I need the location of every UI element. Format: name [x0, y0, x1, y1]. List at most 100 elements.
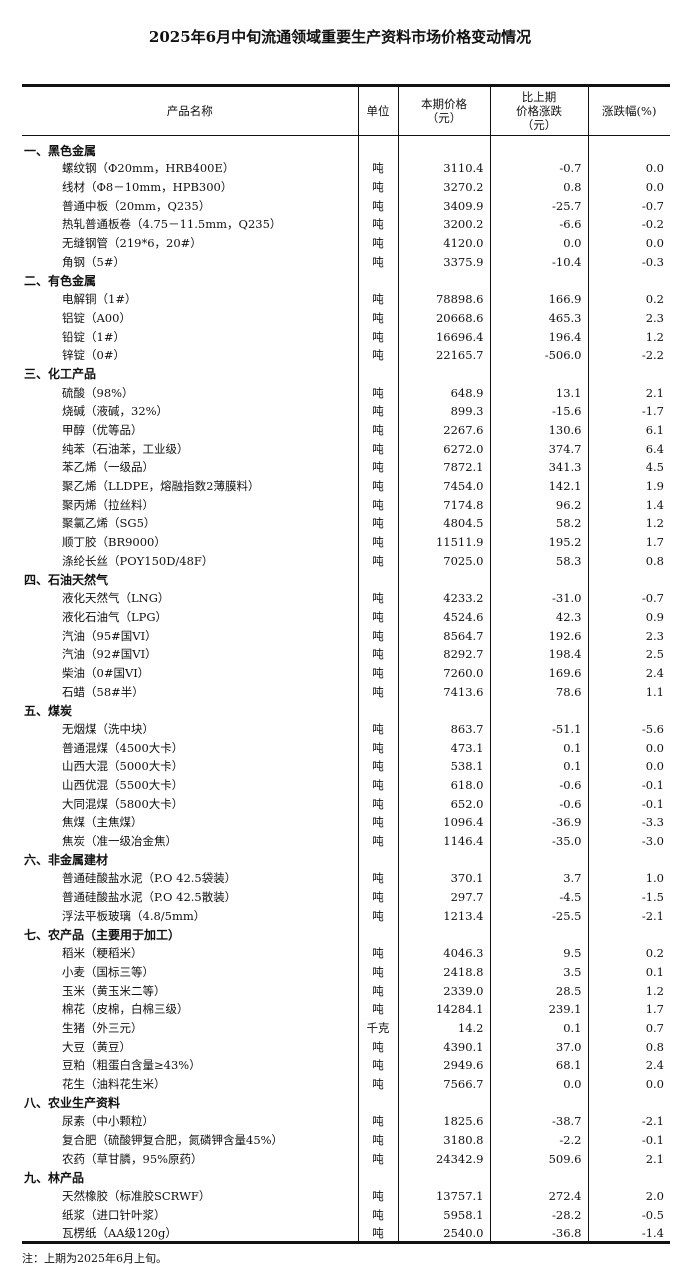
table-row: 普通硅酸盐水泥（P.O 42.5散装） 吨 297.7 -4.5 -1.5	[22, 887, 670, 907]
change-cell: 198.4	[489, 644, 588, 664]
unit-cell: 吨	[357, 289, 398, 309]
empty-cell	[357, 850, 398, 870]
product-name: 普通硅酸盐水泥（P.O 42.5散装）	[62, 890, 237, 905]
price-cell: 863.7	[397, 719, 490, 739]
product-name: 普通混煤（4500大卡）	[62, 740, 184, 755]
pct-cell: 4.5	[587, 458, 670, 477]
product-name: 尿素（中小颗粒）	[62, 1114, 154, 1129]
price-cell: 1825.6	[397, 1112, 490, 1131]
unit-cell: 吨	[357, 215, 398, 234]
unit-cell: 吨	[357, 345, 398, 365]
pct-cell: 0.0	[587, 159, 670, 178]
unit-cell: 吨	[357, 420, 398, 440]
unit-cell: 吨	[357, 1074, 398, 1094]
product-name: 焦煤（主焦煤）	[62, 815, 143, 830]
empty-cell	[587, 1168, 670, 1187]
change-cell: 239.1	[489, 999, 588, 1019]
empty-cell	[489, 700, 588, 720]
unit-cell: 吨	[357, 626, 398, 645]
table-row: 山西大混（5000大卡） 吨 538.1 0.1 0.0	[22, 757, 670, 776]
price-cell: 8292.7	[397, 644, 490, 664]
price-cell: 2540.0	[397, 1224, 490, 1245]
table-row: 山西优混（5500大卡） 吨 618.0 -0.6 -0.1	[22, 775, 670, 795]
price-cell: 78898.6	[397, 289, 490, 309]
table-row: 顺丁胶（BR9000） 吨 11511.9 195.2 1.7	[22, 532, 670, 552]
pct-cell: -2.1	[587, 906, 670, 926]
section-title: 七、农产品（主要用于加工）	[24, 928, 181, 943]
table-row: 天然橡胶（标准胶SCRWF） 吨 13757.1 272.4 2.0	[22, 1186, 670, 1206]
product-name: 豆粕（粗蛋白含量≥43%）	[62, 1058, 201, 1073]
table-row: 农药（草甘膦，95%原药） 吨 24342.9 509.6 2.1	[22, 1149, 670, 1169]
pct-cell: 1.9	[587, 476, 670, 496]
product-name: 无烟煤（洗中块）	[62, 721, 154, 736]
price-cell: 7566.7	[397, 1074, 490, 1094]
change-cell: 37.0	[489, 1037, 588, 1056]
empty-cell	[397, 271, 490, 290]
table-row: 花生（油料花生米）吨 7566.7 0.0 0.0	[22, 1074, 670, 1094]
table-row: 大同混煤（5800大卡） 吨 652.0 -0.6 -0.1	[22, 794, 670, 814]
empty-cell	[357, 271, 398, 290]
table-row: 涤纶长丝（POY150D/48F） 吨 7025.0 58.3 0.8	[22, 551, 670, 571]
section-row: 三、化工产品	[22, 364, 670, 384]
pct-cell: 0.0	[587, 177, 670, 197]
empty-cell	[397, 570, 490, 589]
price-cell: 24342.9	[397, 1149, 490, 1169]
unit-cell: 吨	[357, 1205, 398, 1225]
section-title: 三、化工产品	[24, 367, 97, 382]
empty-cell	[489, 135, 588, 159]
change-cell: -6.6	[489, 215, 588, 234]
empty-cell	[587, 364, 670, 384]
product-name: 大豆（黄豆）	[62, 1039, 131, 1054]
section-row: 五、煤炭	[22, 700, 670, 720]
pct-cell: 1.4	[587, 495, 670, 515]
unit-cell: 吨	[357, 663, 398, 683]
section-row: 二、有色金属	[22, 271, 670, 290]
change-cell: -36.9	[489, 813, 588, 832]
unit-cell: 吨	[357, 1186, 398, 1206]
pct-cell: -0.1	[587, 794, 670, 814]
price-cell: 13757.1	[397, 1186, 490, 1206]
pct-cell: 2.0	[587, 1186, 670, 1206]
empty-cell	[587, 135, 670, 159]
change-cell: 0.1	[489, 757, 588, 776]
unit-cell: 吨	[357, 401, 398, 421]
pct-cell: -1.7	[587, 401, 670, 421]
pct-cell: 2.3	[587, 626, 670, 645]
change-cell: 272.4	[489, 1186, 588, 1206]
empty-cell	[397, 1168, 490, 1187]
unit-cell: 千克	[357, 1018, 398, 1038]
section-row: 八、农业生产资料	[22, 1093, 670, 1113]
pct-cell: -0.7	[587, 588, 670, 608]
section-row: 四、石油天然气	[22, 570, 670, 589]
section-title: 四、石油天然气	[24, 572, 109, 587]
product-name: 顺丁胶（BR9000）	[62, 535, 166, 550]
price-cell: 4233.2	[397, 588, 490, 608]
table-row: 玉米（黄玉米二等） 吨 2339.0 28.5 1.2	[22, 981, 670, 1000]
unit-cell: 吨	[357, 1112, 398, 1131]
unit-cell: 吨	[357, 869, 398, 888]
unit-cell: 吨	[357, 196, 398, 216]
change-cell: 196.4	[489, 327, 588, 346]
product-name: 液化石油气（LPG）	[62, 609, 168, 624]
header-unit: 单位	[357, 84, 398, 136]
change-cell: -15.6	[489, 401, 588, 421]
product-name: 山西优混（5500大卡）	[62, 778, 184, 793]
empty-cell	[357, 700, 398, 720]
price-cell: 5958.1	[397, 1205, 490, 1225]
unit-cell: 吨	[357, 252, 398, 272]
pct-cell: 0.9	[587, 607, 670, 627]
empty-cell	[397, 850, 490, 870]
table-row: 液化石油气（LPG） 吨 4524.6 42.3 0.9	[22, 607, 670, 627]
header-name: 产品名称	[22, 84, 358, 136]
table-row: 普通中板（20mm，Q235） 吨 3409.9 -25.7 -0.7	[22, 196, 670, 216]
table-row: 热轧普通板卷（4.75－11.5mm，Q235） 吨 3200.2 -6.6 -0.2	[22, 215, 670, 234]
pct-cell: -0.5	[587, 1205, 670, 1225]
empty-cell	[489, 1168, 588, 1187]
product-name: 聚氯乙烯（SG5）	[62, 516, 156, 531]
price-cell: 3375.9	[397, 252, 490, 272]
section-title: 六、非金属建材	[24, 853, 109, 868]
unit-cell: 吨	[357, 327, 398, 346]
product-name: 聚乙烯（LLDPE，熔融指数2薄膜料）	[62, 479, 260, 494]
product-name: 瓦楞纸（AA级120g）	[22, 1224, 358, 1245]
empty-cell	[357, 570, 398, 589]
